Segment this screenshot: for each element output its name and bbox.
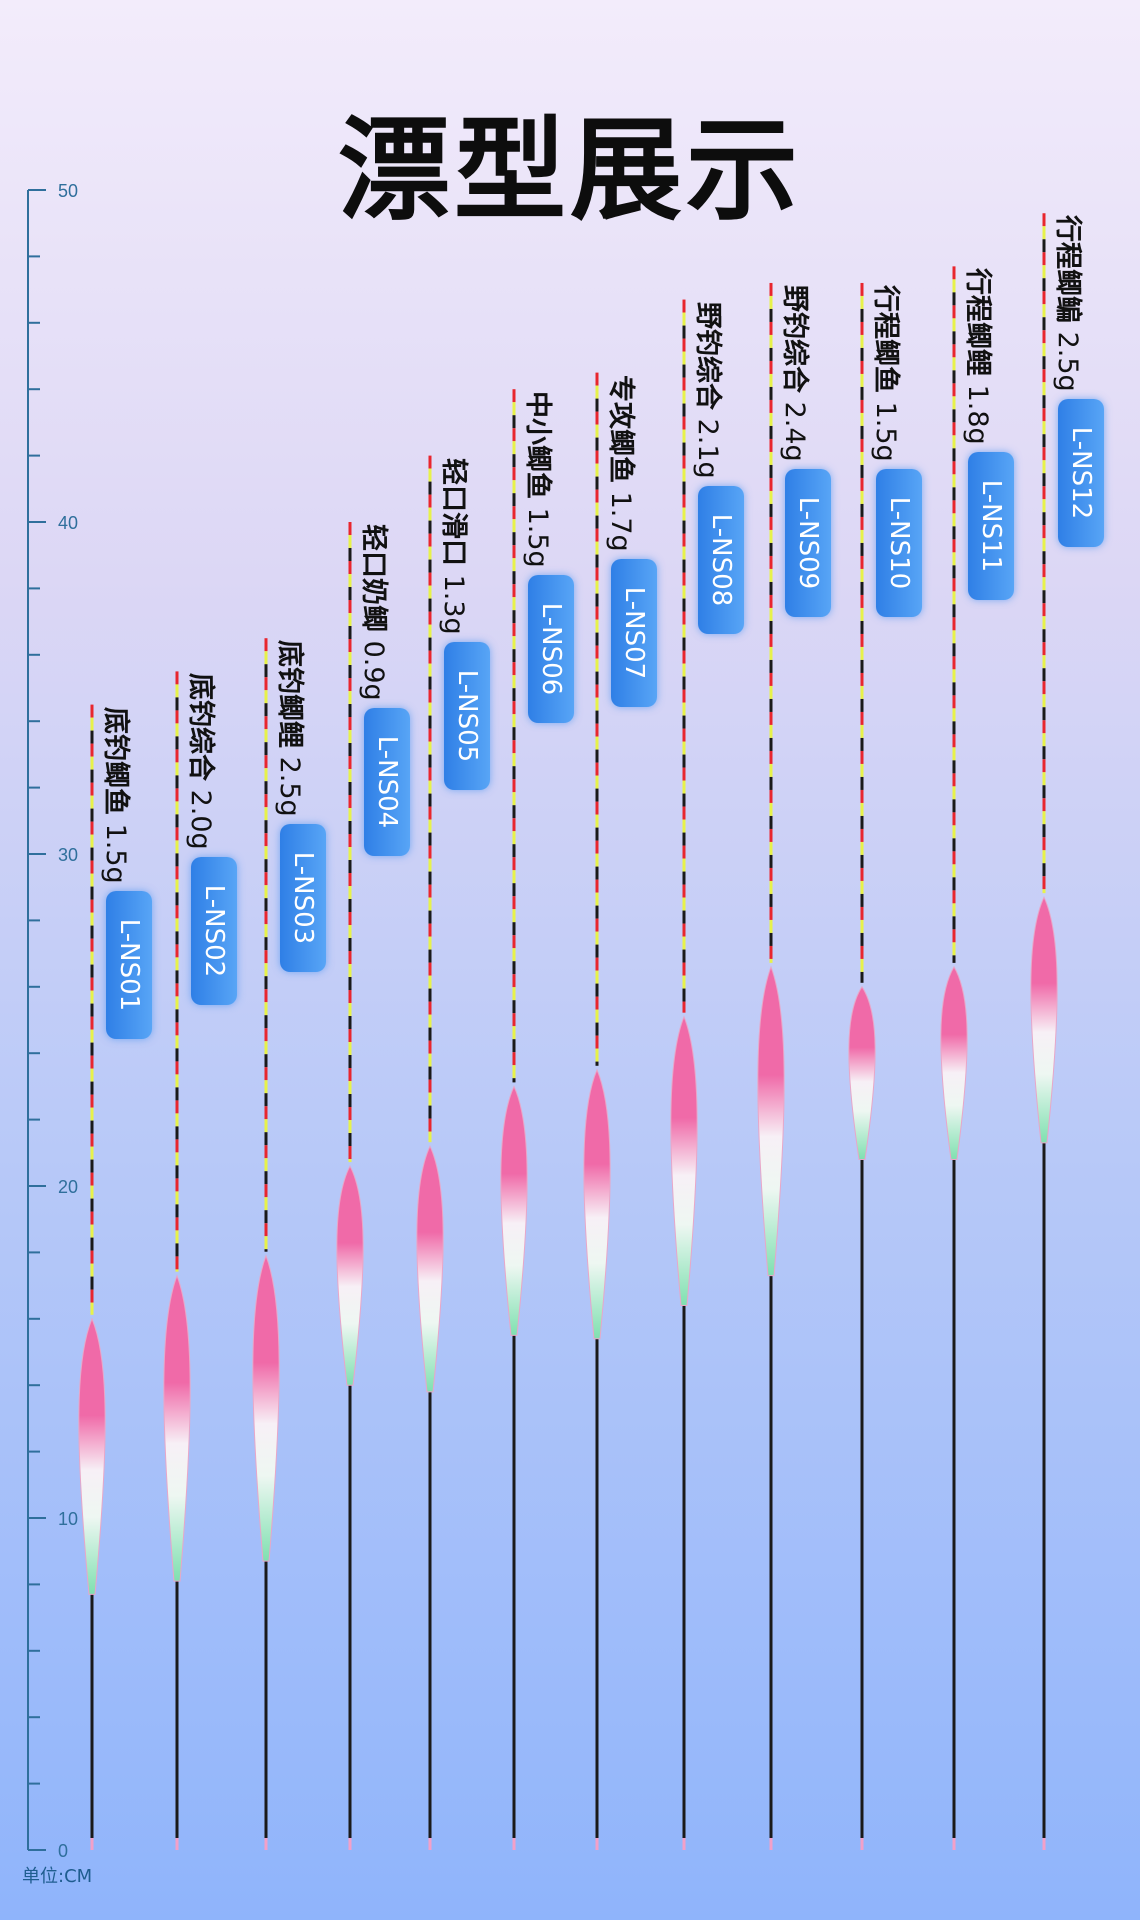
float-body <box>1030 895 1058 1144</box>
float-name: 底钓鲫鲤 <box>274 640 305 749</box>
float-l-ns10 <box>848 282 876 1850</box>
float-name: 行程鲫鱼 <box>870 284 901 393</box>
float-l-ns05 <box>416 455 444 1850</box>
float-body <box>500 1085 528 1336</box>
float-l-ns12 <box>1030 213 1058 1850</box>
float-l-ns07 <box>583 372 611 1850</box>
float-l-ns11 <box>940 266 968 1850</box>
float-code-tag: L-NS09 <box>785 468 831 617</box>
float-code: L-NS03 <box>288 851 318 945</box>
float-weight: 2.1g <box>692 409 723 479</box>
float-code: L-NS01 <box>114 918 144 1011</box>
float-code-tag: L-NS03 <box>280 824 326 973</box>
float-code-tag: L-NS11 <box>968 452 1014 601</box>
float-code-tag: L-NS08 <box>698 485 744 634</box>
ruler-tick-label: 30 <box>58 845 78 865</box>
float-code-tag: L-NS07 <box>611 558 657 707</box>
float-l-ns08 <box>670 299 698 1850</box>
float-weight: 2.0g <box>185 781 216 851</box>
ruler-tick-label: 20 <box>58 1177 78 1197</box>
float-weight: 2.4g <box>779 392 810 462</box>
float-code: L-NS02 <box>199 885 229 978</box>
float-code-tag: L-NS10 <box>876 468 922 617</box>
float-code: L-NS11 <box>976 480 1006 573</box>
ruler-tick-label: 40 <box>58 513 78 533</box>
float-body <box>416 1144 444 1393</box>
float-code: L-NS04 <box>372 735 402 829</box>
float-weight: 1.8g <box>962 376 993 446</box>
float-body <box>583 1068 611 1340</box>
float-weight: 1.3g <box>438 565 469 635</box>
float-name-label: 行程鲫鲤 1.8g <box>961 268 1000 445</box>
float-name: 轻口奶鲫 <box>358 524 389 632</box>
float-code-tag: L-NS12 <box>1058 399 1104 548</box>
float-weight: 2.5g <box>1052 323 1083 392</box>
ruler-tick-label: 0 <box>58 1841 68 1861</box>
float-name: 行程鲫鳊 <box>1052 215 1083 324</box>
float-name: 轻口滑口 <box>438 457 469 566</box>
float-code: L-NS07 <box>619 586 649 679</box>
float-body <box>163 1274 191 1582</box>
float-name-label: 中小鲫鱼 1.5g <box>521 391 560 568</box>
float-weight: 1.5g <box>522 499 553 568</box>
float-name-label: 底钓鲫鱼 1.5g <box>99 707 138 884</box>
ruler-tick-label: 10 <box>58 1509 78 1529</box>
float-name-label: 轻口滑口 1.3g <box>437 458 476 635</box>
float-weight: 2.5g <box>274 748 305 817</box>
float-weight: 1.5g <box>870 392 901 462</box>
float-name-label: 行程鲫鳊 2.5g <box>1051 215 1090 392</box>
float-weight: 1.7g <box>605 482 636 552</box>
float-name-label: 野钓综合 2.1g <box>691 302 730 479</box>
ruler-tick-label: 50 <box>58 181 78 201</box>
float-code: L-NS06 <box>536 602 566 696</box>
float-name: 行程鲫鲤 <box>962 268 993 377</box>
float-l-ns01 <box>78 704 106 1850</box>
float-l-ns02 <box>163 671 191 1850</box>
float-name: 野钓综合 <box>692 301 723 410</box>
float-code: L-NS09 <box>793 496 823 590</box>
float-name-label: 专攻鲫鱼 1.7g <box>604 375 643 552</box>
float-code: L-NS08 <box>706 513 736 606</box>
float-body <box>78 1317 106 1595</box>
float-code: L-NS12 <box>1066 427 1096 520</box>
page-title: 漂型展示 <box>338 106 802 236</box>
float-code: L-NS10 <box>884 496 914 590</box>
float-l-ns09 <box>757 282 785 1850</box>
float-body <box>757 965 785 1277</box>
float-weight: 1.5g <box>100 814 131 884</box>
float-name-label: 底钓鲫鲤 2.5g <box>273 640 312 817</box>
float-l-ns03 <box>252 638 280 1850</box>
float-body <box>252 1254 280 1562</box>
float-name-label: 底钓综合 2.0g <box>184 673 223 850</box>
float-code-tag: L-NS01 <box>106 890 152 1039</box>
float-body <box>940 965 968 1160</box>
unit-label: 单位:CM <box>22 1866 93 1887</box>
float-l-ns04 <box>336 522 364 1850</box>
float-name: 专攻鲫鱼 <box>605 374 636 483</box>
float-name-label: 野钓综合 2.4g <box>778 285 817 462</box>
float-l-ns06 <box>500 389 528 1850</box>
float-name: 中小鲫鱼 <box>522 391 553 500</box>
float-name: 野钓综合 <box>779 284 810 393</box>
float-code-tag: L-NS04 <box>364 708 410 856</box>
float-name: 底钓鲫鱼 <box>100 706 131 815</box>
float-body <box>848 985 876 1160</box>
float-body <box>670 1015 698 1307</box>
float-code: L-NS05 <box>452 669 482 762</box>
float-code-tag: L-NS06 <box>528 575 574 724</box>
float-name: 底钓综合 <box>185 673 216 782</box>
float-code-tag: L-NS02 <box>191 857 237 1006</box>
float-body <box>336 1164 364 1386</box>
float-weight: 0.9g <box>358 632 389 701</box>
float-code-tag: L-NS05 <box>444 641 490 790</box>
float-name-label: 轻口奶鲫 0.9g <box>357 524 396 701</box>
float-name-label: 行程鲫鱼 1.5g <box>869 285 908 462</box>
